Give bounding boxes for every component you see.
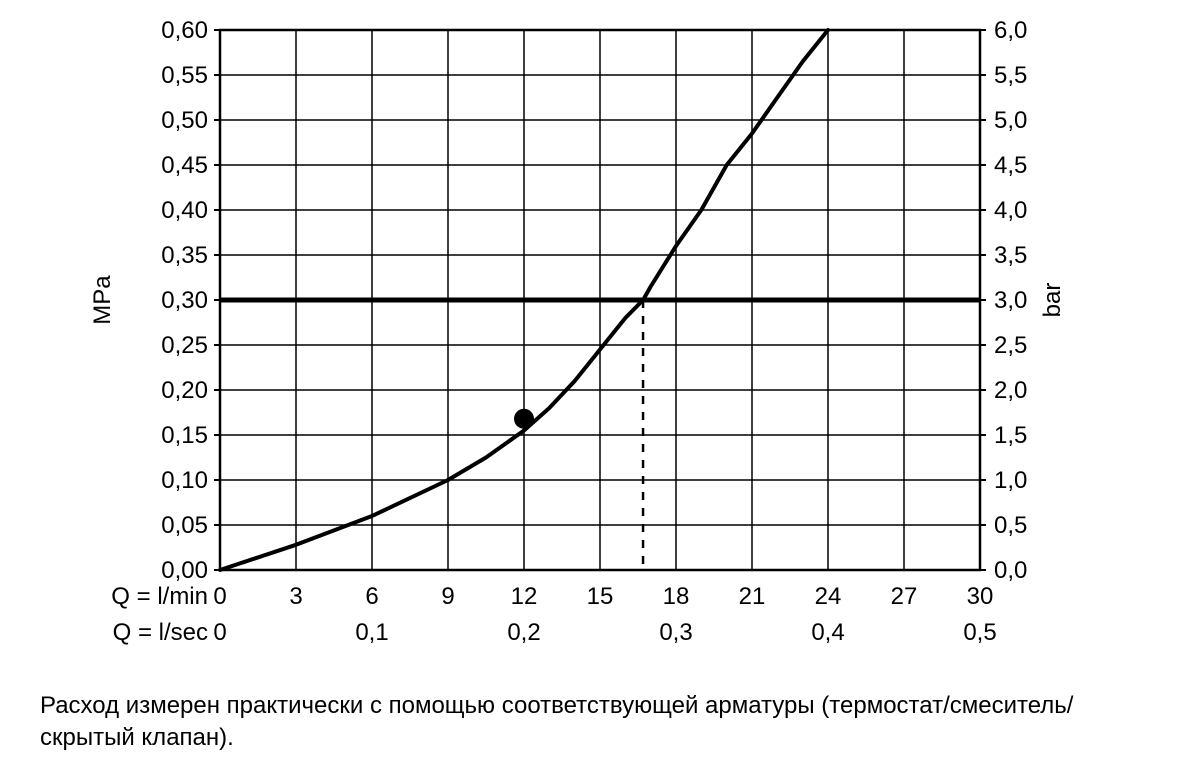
x-row-prefix: Q = l/sec bbox=[113, 619, 208, 646]
x-tick: 3 bbox=[289, 583, 302, 610]
y-right-tick: 5,0 bbox=[994, 107, 1027, 134]
y-left-tick: 0,60 bbox=[161, 17, 208, 44]
x-tick: 0 bbox=[213, 583, 226, 610]
x-tick: 0,1 bbox=[355, 619, 388, 646]
x-tick: 9 bbox=[441, 583, 454, 610]
y-left-tick: 0,30 bbox=[161, 287, 208, 314]
y-right-tick: 4,5 bbox=[994, 152, 1027, 179]
x-tick: 0,2 bbox=[507, 619, 540, 646]
y-right-tick: 4,0 bbox=[994, 197, 1027, 224]
x-tick: 0 bbox=[213, 619, 226, 646]
x-tick: 30 bbox=[967, 583, 994, 610]
y-right-tick: 1,5 bbox=[994, 422, 1027, 449]
y-right-tick: 2,5 bbox=[994, 332, 1027, 359]
x-tick: 12 bbox=[511, 583, 538, 610]
y-left-tick: 0,00 bbox=[161, 557, 208, 584]
y-left-tick: 0,20 bbox=[161, 377, 208, 404]
y-left-tick: 0,55 bbox=[161, 62, 208, 89]
page: 0,000,050,100,150,200,250,300,350,400,45… bbox=[0, 0, 1200, 765]
x-tick: 15 bbox=[587, 583, 614, 610]
y-right-tick: 0,0 bbox=[994, 557, 1027, 584]
x-tick: 21 bbox=[739, 583, 766, 610]
y-right-axis-label: bar bbox=[1039, 283, 1066, 318]
y-left-tick: 0,45 bbox=[161, 152, 208, 179]
y-left-tick: 0,35 bbox=[161, 242, 208, 269]
y-right-tick: 2,0 bbox=[994, 377, 1027, 404]
y-right-tick: 3,5 bbox=[994, 242, 1027, 269]
y-left-tick: 0,50 bbox=[161, 107, 208, 134]
y-right-tick: 6,0 bbox=[994, 17, 1027, 44]
caption-text: Расход измерен практически с помощью соо… bbox=[40, 690, 1160, 755]
y-left-tick: 0,15 bbox=[161, 422, 208, 449]
flow-pressure-chart: 0,000,050,100,150,200,250,300,350,400,45… bbox=[40, 10, 1080, 695]
y-left-tick: 0,40 bbox=[161, 197, 208, 224]
y-left-axis-label: MPa bbox=[89, 275, 116, 325]
chart-svg: 0,000,050,100,150,200,250,300,350,400,45… bbox=[40, 10, 1080, 690]
y-left-tick: 0,05 bbox=[161, 512, 208, 539]
x-tick: 0,5 bbox=[963, 619, 996, 646]
x-row-prefix: Q = l/min bbox=[111, 583, 208, 610]
x-tick: 27 bbox=[891, 583, 918, 610]
y-right-tick: 0,5 bbox=[994, 512, 1027, 539]
x-tick: 6 bbox=[365, 583, 378, 610]
y-right-tick: 1,0 bbox=[994, 467, 1027, 494]
x-tick: 24 bbox=[815, 583, 842, 610]
y-right-tick: 5,5 bbox=[994, 62, 1027, 89]
y-left-tick: 0,25 bbox=[161, 332, 208, 359]
x-tick: 0,3 bbox=[659, 619, 692, 646]
x-tick: 0,4 bbox=[811, 619, 844, 646]
y-left-tick: 0,10 bbox=[161, 467, 208, 494]
x-tick: 18 bbox=[663, 583, 690, 610]
y-right-tick: 3,0 bbox=[994, 287, 1027, 314]
